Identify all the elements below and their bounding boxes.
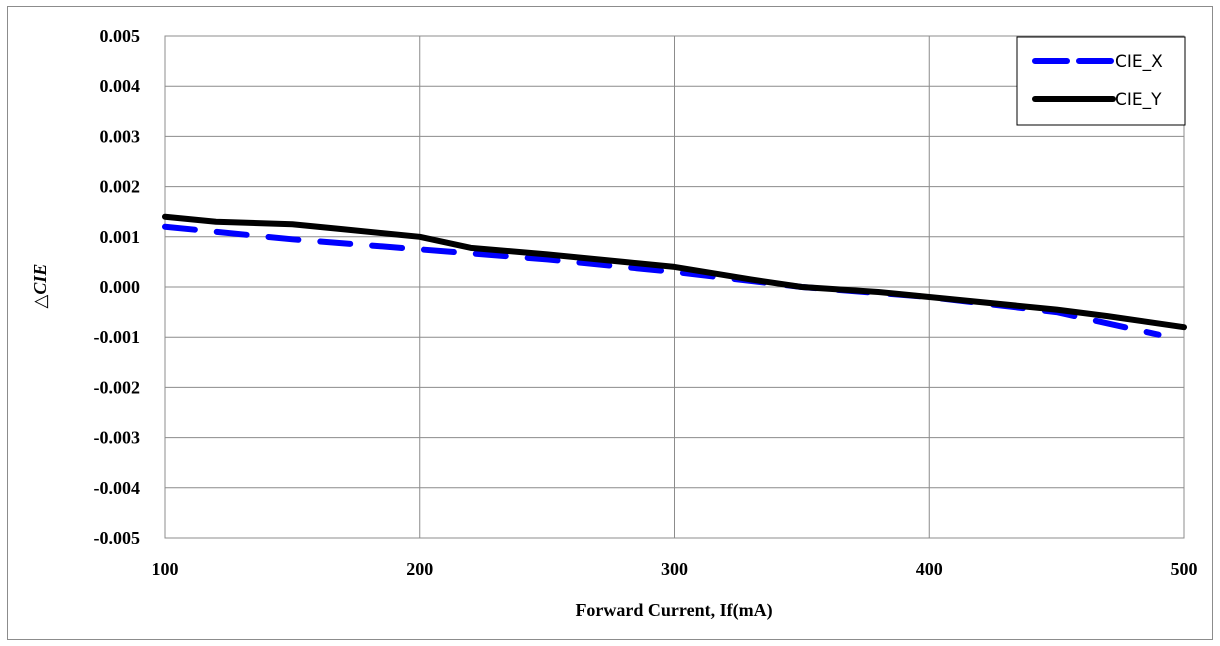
legend: CIE_X CIE_Y — [1016, 36, 1186, 126]
series-line-cie-y — [162, 213, 1187, 331]
x-tick-labels: 100 200 300 400 500 — [152, 559, 1198, 579]
x-tick-label: 100 — [152, 559, 179, 579]
y-axis-title: △CIE — [30, 264, 50, 309]
y-tick-label: -0.001 — [94, 327, 141, 347]
series-line-cie-x — [162, 223, 1162, 338]
y-tick-label: 0.000 — [100, 277, 141, 297]
legend-label: CIE_Y — [1115, 90, 1162, 110]
x-tick-label: 400 — [916, 559, 943, 579]
y-tick-label: -0.004 — [94, 478, 141, 498]
x-tick-label: 500 — [1171, 559, 1198, 579]
y-tick-labels: 0.005 0.004 0.003 0.002 0.001 0.000 -0.001 -0.0… — [94, 26, 141, 548]
y-tick-label: 0.005 — [100, 26, 141, 46]
grid-lines — [164, 35, 1185, 539]
chart-frame — [7, 6, 1213, 640]
y-tick-label: 0.004 — [100, 76, 141, 96]
y-tick-label: -0.005 — [94, 528, 141, 548]
y-tick-label: 0.001 — [100, 227, 141, 247]
y-tick-label: 0.002 — [100, 177, 141, 197]
x-tick-label: 300 — [661, 559, 688, 579]
x-axis-title: Forward Current, If(mA) — [575, 600, 772, 621]
legend-label: CIE_X — [1115, 52, 1163, 72]
x-tick-label: 200 — [406, 559, 433, 579]
series-layer — [162, 213, 1187, 338]
y-tick-label: 0.003 — [100, 126, 141, 146]
legend-box — [1016, 36, 1186, 126]
y-tick-label: -0.002 — [94, 377, 141, 397]
y-tick-label: -0.003 — [94, 428, 141, 448]
